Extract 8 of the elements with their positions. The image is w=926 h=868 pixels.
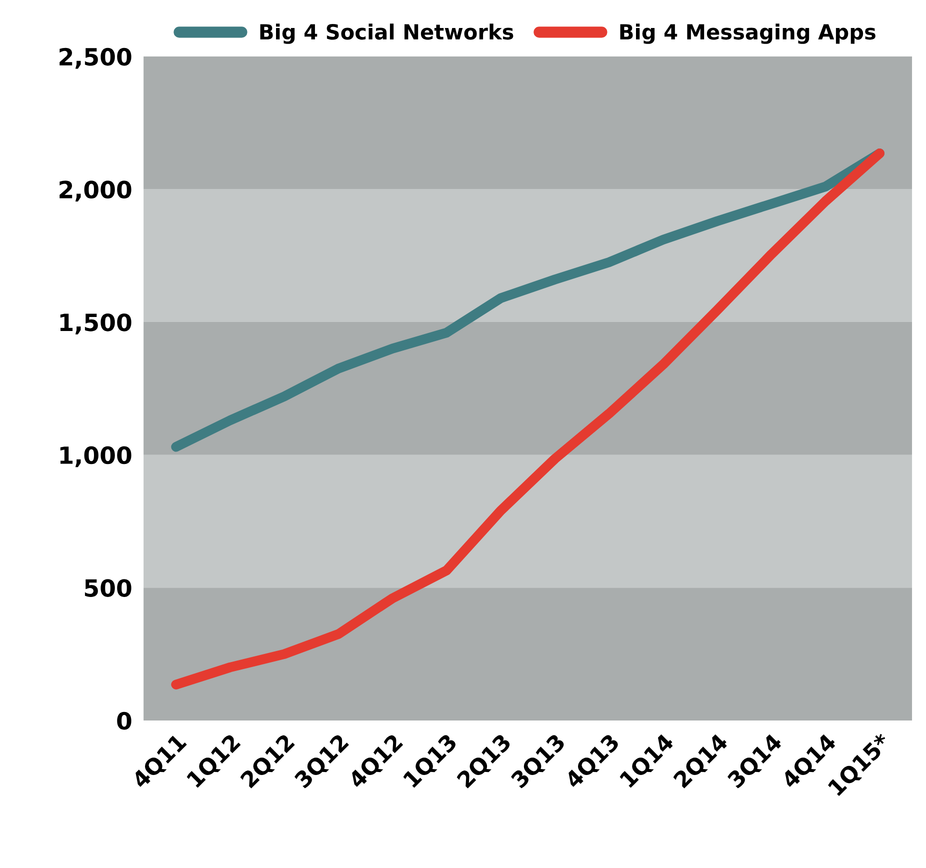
y-tick-label: 1,000 [60, 446, 132, 468]
y-tick-label: 2,500 [60, 48, 132, 69]
y-tick-label: 1,500 [60, 313, 132, 334]
legend-label: Big 4 Messaging Apps [620, 24, 876, 44]
legend-label: Big 4 Social Networks [260, 24, 514, 44]
y-tick-label: 2,000 [60, 180, 132, 202]
y-tick-label: 500 [84, 579, 132, 597]
y-tick-label: 0 [117, 712, 132, 730]
